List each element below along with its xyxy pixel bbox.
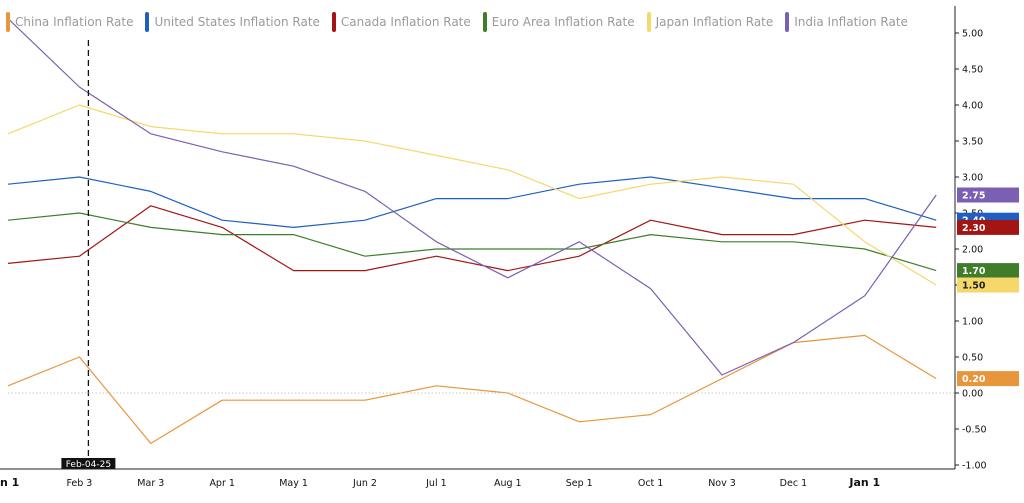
x-tick-label: Mar 3 [137, 478, 164, 489]
last-value-badge [957, 187, 1019, 203]
x-tick-label: Apr 1 [209, 478, 235, 489]
y-tick-label: 2.00 [962, 245, 983, 256]
legend-label: Canada Inflation Rate [340, 15, 471, 29]
y-tick-label: 3.00 [962, 173, 983, 184]
legend-label: China Inflation Rate [15, 15, 134, 29]
legend-swatch [646, 12, 651, 32]
last-value-badge [957, 219, 1019, 235]
legend-item[interactable]: Japan Inflation Rate [646, 12, 774, 32]
legend-item[interactable]: China Inflation Rate [6, 12, 133, 32]
y-tick-label: -0.50 [962, 425, 987, 436]
last-value-label: 2.75 [962, 191, 985, 202]
y-tick-label: 4.00 [962, 101, 983, 112]
x-tick-label: Jun 2 [352, 478, 377, 489]
last-value-label: 1.70 [962, 266, 986, 277]
last-value-badge [957, 263, 1019, 279]
x-tick-label: Jan 1 [848, 476, 880, 489]
legend-swatch [145, 12, 150, 32]
last-value-label: 1.50 [962, 281, 986, 292]
series-line-japan-inflation-rate [7, 104, 937, 286]
last-value-label: 2.30 [962, 223, 986, 234]
series-line-canada-inflation-rate [7, 205, 937, 272]
y-tick-label: 3.50 [962, 137, 983, 148]
legend-swatch [331, 12, 336, 32]
legend-swatch [785, 12, 790, 32]
series-line-india-inflation-rate [7, 18, 937, 376]
legend-swatch [6, 12, 10, 32]
last-value-badges: 0.202.402.301.701.502.75 [957, 187, 1019, 387]
y-tick-label: 5.00 [962, 29, 983, 40]
x-tick-label: Jul 1 [425, 478, 447, 489]
y-tick-label: 4.50 [962, 65, 983, 76]
crosshair-date-badge [61, 458, 116, 469]
y-tick-label: 0.50 [962, 353, 983, 364]
x-tick-label: Oct 1 [638, 478, 664, 489]
series-line-united-states-inflation-rate [7, 176, 937, 228]
crosshair-date-label: Feb-04-25 [66, 460, 111, 470]
series-line-china-inflation-rate [7, 334, 937, 444]
x-axis: n 1 Feb 3 Mar 3 Apr 1 May 1 Jun 2 Jul 1 Aug 1 Se… [0, 468, 955, 489]
series-line-euro-area-inflation-rate [7, 212, 937, 272]
legend-item[interactable]: India Inflation Rate [785, 12, 908, 32]
x-tick-label: Dec 1 [780, 478, 807, 489]
series-layer [7, 18, 937, 444]
legend-label: India Inflation Rate [794, 15, 908, 29]
legend-label: Japan Inflation Rate [655, 15, 774, 29]
legend-label: United States Inflation Rate [154, 15, 320, 29]
x-tick-label: Nov 3 [708, 478, 736, 489]
legend-item[interactable]: Euro Area Inflation Rate [482, 12, 635, 32]
y-axis: 5.004.504.003.503.002.502.001.501.000.50… [8, 6, 987, 472]
legend-item[interactable]: United States Inflation Rate [145, 12, 320, 32]
last-value-label: 0.20 [962, 374, 986, 385]
y-tick-label: 0.00 [962, 389, 983, 400]
legend-label: Euro Area Inflation Rate [491, 15, 635, 29]
x-tick-label: Aug 1 [494, 478, 522, 489]
legend-swatch [482, 12, 487, 32]
x-tick-label: May 1 [279, 478, 308, 489]
y-tick-label: 1.00 [962, 317, 983, 328]
x-tick-label: Feb 3 [66, 478, 92, 489]
legend-item[interactable]: Canada Inflation Rate [331, 12, 471, 32]
crosshair-layer: Feb-04-25 [61, 40, 116, 470]
last-value-badge [957, 277, 1019, 293]
x-tick-label: n 1 [0, 476, 19, 489]
x-tick-label: Sep 1 [566, 478, 593, 489]
y-tick-label: -1.00 [962, 461, 987, 472]
chart-legend: China Inflation Rate United States Inflat… [6, 12, 908, 32]
last-value-badge [957, 371, 1019, 387]
